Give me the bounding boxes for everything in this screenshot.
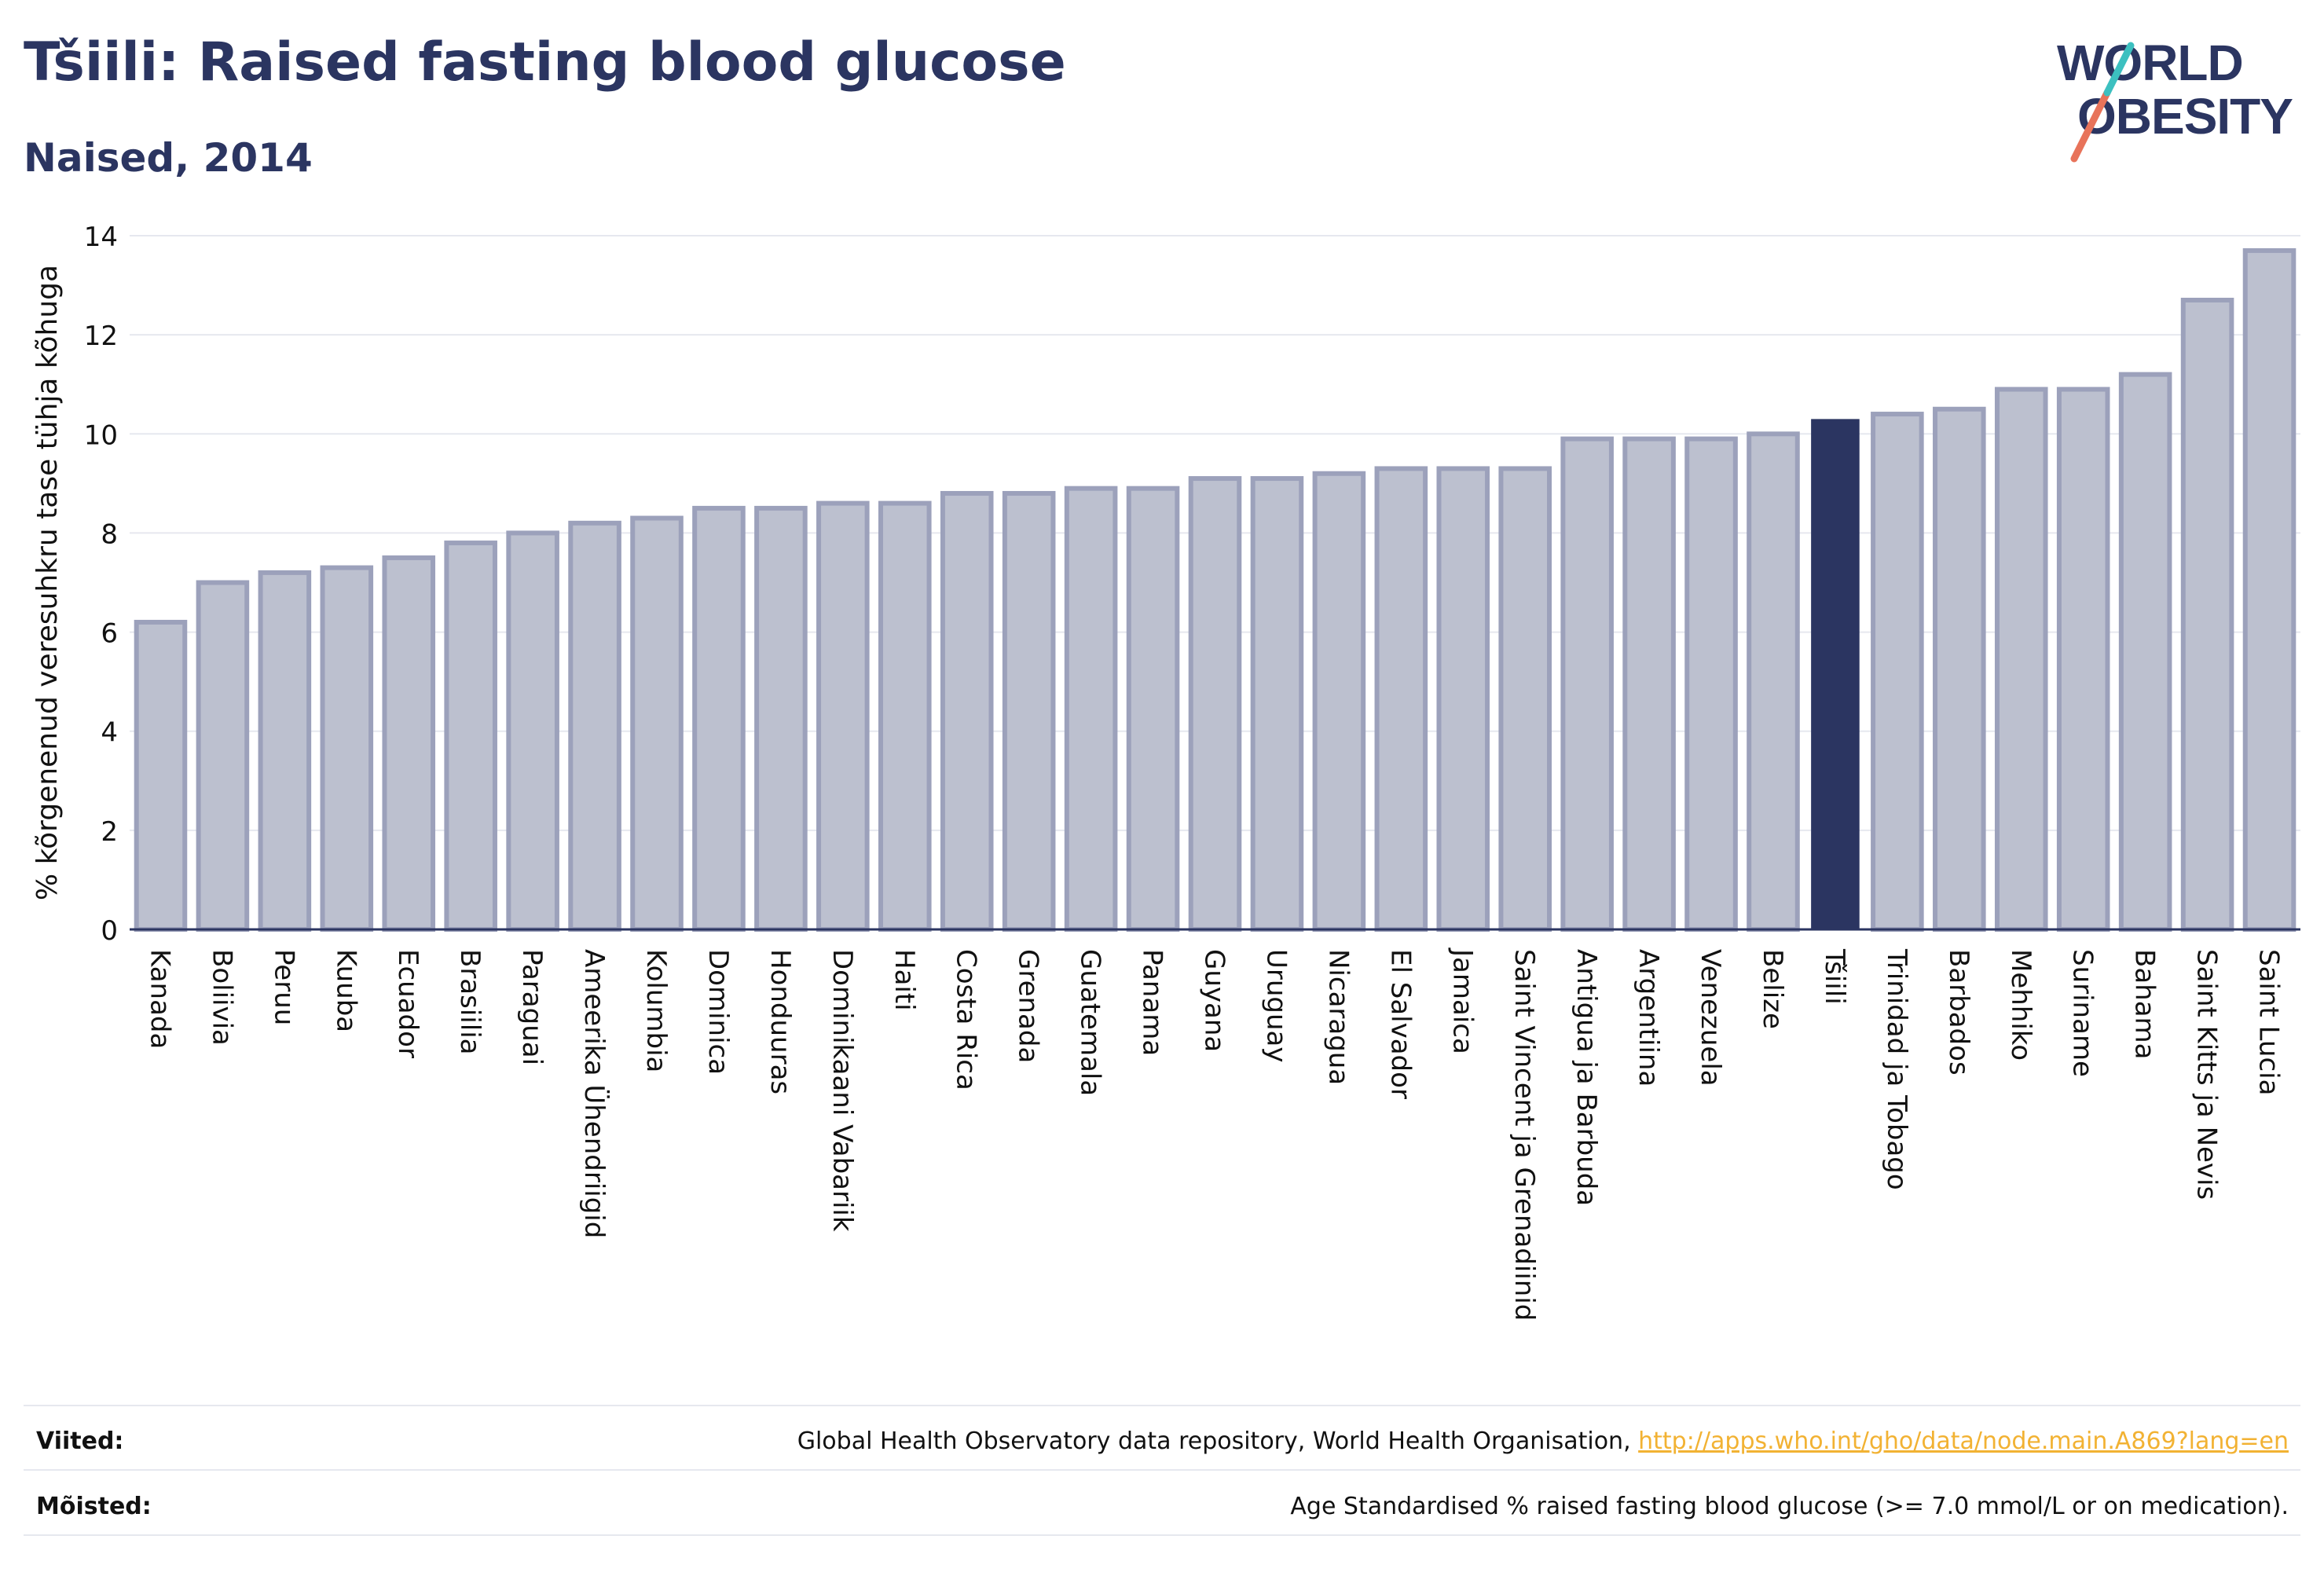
x-tick-label: Tšiili (1819, 948, 1850, 1005)
x-tick-label: Dominica (702, 949, 734, 1075)
y-tick-label: 10 (84, 420, 118, 451)
x-tick-label: Mehhiko (2005, 949, 2036, 1061)
y-tick-label: 8 (101, 519, 118, 550)
x-tick-label: Saint Kitts ja Nevis (2191, 949, 2223, 1200)
y-tick-labels: 0 2 4 6 8 10 12 14 (84, 222, 118, 947)
x-tick-label: Argentiina (1633, 949, 1664, 1087)
x-tick-label: Belize (1757, 949, 1788, 1029)
x-tick-label: Ameerika Ühendriigid (578, 949, 610, 1238)
bar (816, 500, 870, 932)
x-tick-label: Barbados (1943, 949, 1974, 1076)
sources-link[interactable]: http://apps.who.int/gho/data/node.main.A… (1638, 1428, 2289, 1455)
definitions-label: Mõisted: (36, 1493, 152, 1520)
x-tick-label: Panama (1137, 949, 1168, 1056)
logo-slash-red (2070, 89, 2111, 163)
x-tick-label: Haiti (889, 949, 920, 1011)
logo-text-obesity: OBESITY (2077, 88, 2293, 145)
bar (506, 530, 559, 933)
x-tick-label: Ecuador (392, 949, 423, 1058)
chart-title: Tšiili: Raised fasting blood glucose (24, 31, 1066, 93)
bar (134, 619, 188, 932)
x-tick-label: Brasiilia (454, 949, 486, 1054)
y-tick-label: 12 (84, 321, 118, 352)
bar (2056, 387, 2110, 932)
bar (1188, 476, 1242, 932)
definitions-text: Age Standardised % raised fasting blood … (1290, 1493, 2289, 1520)
bar (2242, 247, 2297, 932)
x-tick-label: Dominikaani Vabariik (827, 949, 858, 1232)
bar (1994, 387, 2048, 932)
x-tick-label: Boliivia (206, 949, 237, 1046)
y-tick-label: 14 (84, 222, 118, 253)
logo-text-world: WORLD (2057, 35, 2243, 91)
bar (630, 515, 684, 932)
bar (1622, 436, 1676, 932)
x-tick-label: Antigua ja Barbuda (1571, 949, 1602, 1206)
bar (1871, 412, 1924, 932)
bar (568, 520, 621, 932)
x-tick-label: Saint Vincent ja Grenadiinid (1508, 949, 1540, 1321)
sources-label: Viited: (36, 1428, 124, 1455)
bar (1498, 466, 1552, 932)
bar (692, 505, 746, 932)
bar-highlighted (1811, 419, 1860, 929)
x-tick-label: Grenada (1013, 949, 1044, 1063)
bar (1684, 436, 1738, 932)
bar (1064, 486, 1118, 932)
x-tick-label: Peruu (268, 949, 299, 1025)
x-tick-label: Saint Lucia (2253, 949, 2285, 1095)
footer-divider-bottom (24, 1534, 2300, 1536)
x-tick-label: Kolumbia (640, 949, 672, 1072)
x-tick-label: Guyana (1199, 949, 1230, 1052)
sources-text: Global Health Observatory data repositor… (797, 1428, 2289, 1455)
x-tick-label: Venezuela (1695, 949, 1726, 1087)
bar (1436, 466, 1490, 932)
bar (878, 500, 932, 932)
x-tick-label: Guatemala (1075, 949, 1106, 1096)
bar (940, 490, 994, 932)
bar (382, 555, 436, 932)
y-tick-label: 4 (101, 717, 118, 749)
x-tick-label: Honduuras (764, 949, 796, 1094)
bars (134, 247, 2297, 933)
bar (320, 565, 374, 932)
x-tick-label: Bahama (2129, 949, 2161, 1060)
logo-slash-teal (2103, 42, 2135, 97)
world-obesity-logo: WORLD OBESITY (2057, 35, 2293, 163)
bar (1250, 476, 1304, 932)
bar (258, 570, 312, 933)
x-tick-label: Trinidad ja Tobago (1881, 948, 1912, 1190)
y-axis-label: % kõrgenenud veresuhkru tase tühja kõhug… (31, 265, 64, 900)
footer-divider-middle (24, 1469, 2300, 1471)
bar (1126, 486, 1180, 932)
bar (1933, 406, 1986, 932)
bar (444, 541, 497, 932)
bar (1374, 466, 1428, 932)
x-tick-label: Paraguai (516, 949, 548, 1065)
x-tick-label: Nicaragua (1322, 949, 1354, 1085)
y-tick-label: 2 (101, 816, 118, 848)
y-tick-label: 0 (101, 915, 118, 947)
bar (196, 580, 250, 932)
bar (2118, 372, 2172, 933)
x-tick-label: Uruguay (1260, 949, 1292, 1063)
x-tick-labels: Kanada Boliivia Peruu Kuuba Ecuador Brasiilia… (144, 947, 2284, 1321)
chart-subtitle: Naised, 2014 (24, 135, 313, 181)
footer-divider-top (24, 1405, 2300, 1406)
bar (754, 505, 808, 932)
bar-chart: 0 2 4 6 8 10 12 14 Kanada Boliivia Peruu Kuuba Ecua… (31, 222, 2300, 1321)
x-tick-label: Kuuba (330, 949, 361, 1032)
x-tick-label: Kanada (144, 949, 175, 1049)
x-tick-label: Suriname (2067, 949, 2099, 1077)
bar (1560, 436, 1614, 932)
bar (1747, 431, 1800, 932)
x-tick-label: Jamaica (1446, 947, 1478, 1054)
bar (1312, 471, 1366, 932)
x-tick-label: El Salvador (1384, 949, 1416, 1099)
bar (2180, 297, 2234, 932)
bar (1002, 490, 1056, 932)
y-tick-label: 6 (101, 618, 118, 650)
sources-description: Global Health Observatory data repositor… (797, 1428, 1639, 1455)
x-tick-label: Costa Rica (951, 949, 982, 1090)
